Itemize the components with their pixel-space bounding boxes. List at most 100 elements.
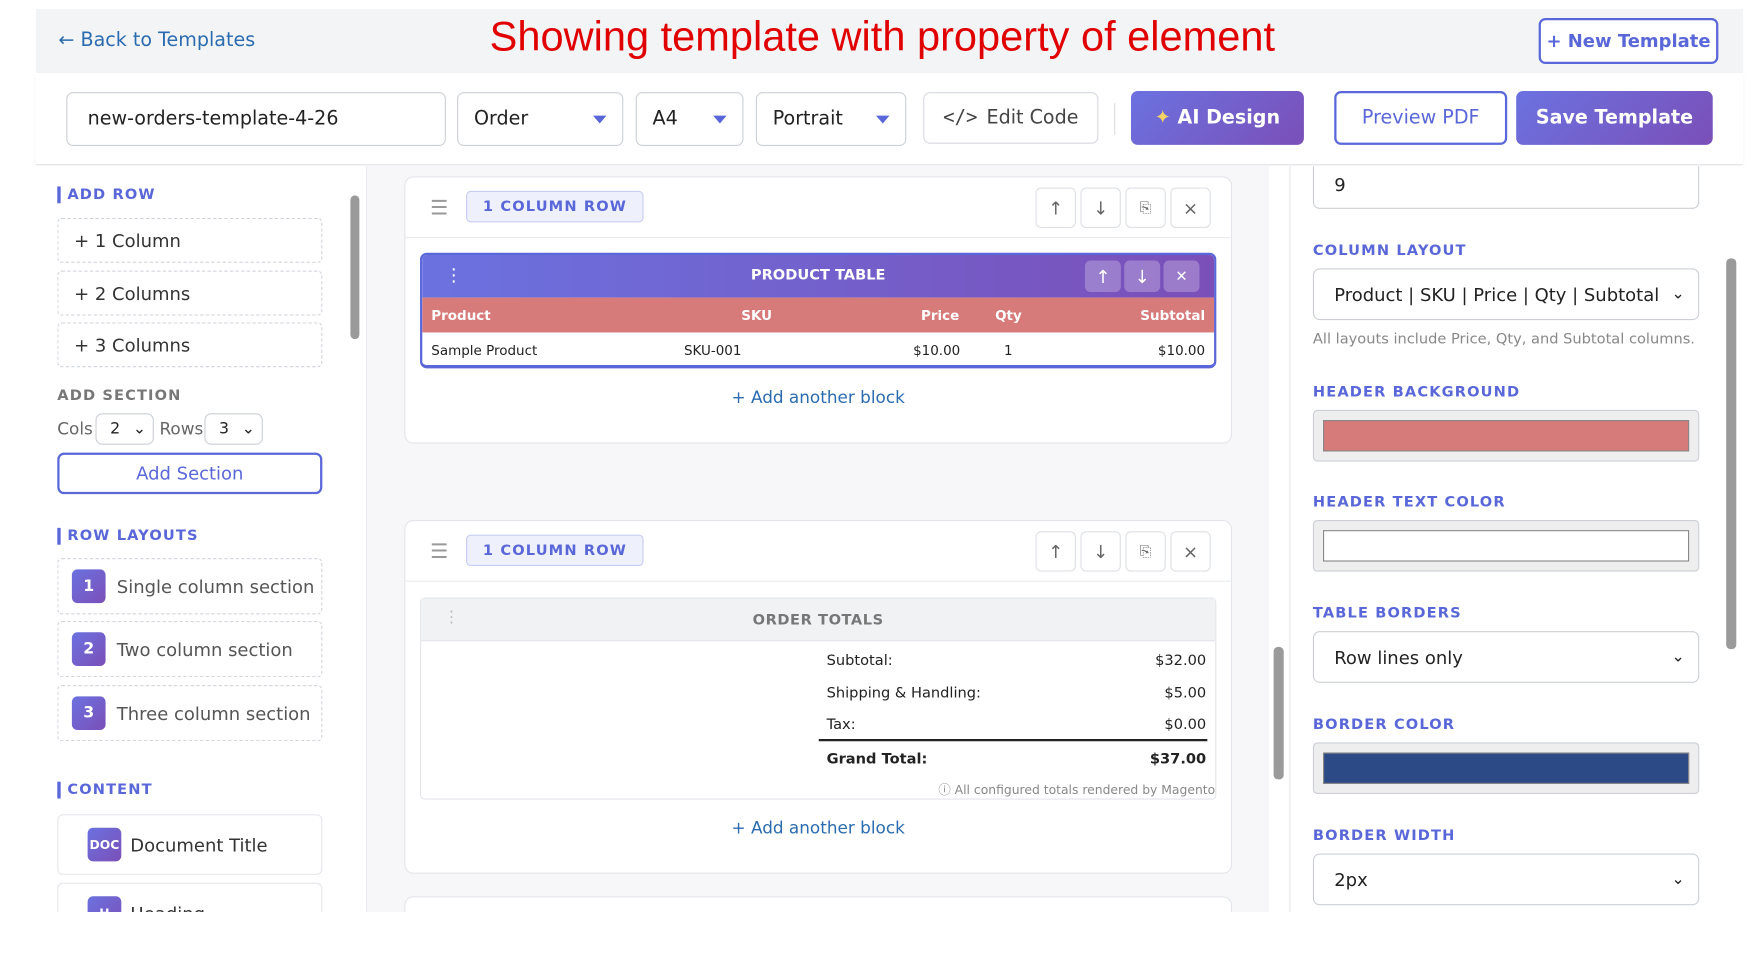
property-label: BORDER COLOR <box>1312 716 1456 734</box>
layout-item[interactable]: 3 Three column section <box>57 685 323 742</box>
header-cell: Subtotal <box>1140 307 1206 324</box>
header-cell: Product <box>431 307 491 324</box>
header <box>35 8 1744 74</box>
save-button[interactable]: Save Template <box>1516 90 1713 145</box>
duplicate[interactable]: ⎘ <box>1125 531 1166 572</box>
totals-note: ⓘ All configured totals rendered by Mage… <box>938 782 1216 798</box>
section-title: ROW LAYOUTS <box>57 527 198 545</box>
layout-item[interactable]: 2 Two column section <box>57 621 323 678</box>
color-picker[interactable] <box>1312 409 1700 462</box>
delete[interactable]: × <box>1170 531 1211 572</box>
section-title: ADD ROW <box>57 186 155 204</box>
color-picker[interactable] <box>1312 742 1700 795</box>
table-borders-select[interactable]: Row lines only ⌄ <box>1312 631 1700 683</box>
content-icon: DOC <box>87 827 122 862</box>
add-row-button[interactable]: + 3 Columns <box>57 322 323 368</box>
edit-code-label: Edit Code <box>986 106 1079 130</box>
sidebar: ADD ROW + 1 Column + 2 Columns + 3 Colum… <box>35 166 368 912</box>
row-card: ☰ 1 COLUMN ROW ↑ ↓ ⎘ × ⋮ ORDER TOTALS Su… <box>404 519 1233 874</box>
select-value: 2px <box>1334 868 1368 891</box>
annotation: Showing template with property of elemen… <box>489 13 1276 60</box>
block-title: PRODUCT TABLE <box>750 267 886 285</box>
move-down[interactable]: ↓ <box>1080 187 1121 228</box>
add-row-button[interactable]: + 2 Columns <box>57 270 323 316</box>
content-item[interactable]: DOC Document Title <box>57 814 323 875</box>
cell: 1 <box>1004 342 1013 359</box>
total-label: Subtotal: <box>826 652 893 670</box>
property-hint: All layouts include Price, Qty, and Subt… <box>1312 331 1695 349</box>
ai-design-button[interactable]: ✦ AI Design <box>1130 90 1304 145</box>
canvas: ☰ 1 COLUMN ROW ↑ ↓ ⎘ × ⋮ PRODUCT TABLE ↑… <box>367 166 1270 912</box>
cols-select[interactable]: 2 ⌄ <box>95 413 154 445</box>
cols-label: Cols <box>57 418 93 440</box>
table-header: Product SKU Price Qty Subtotal <box>422 297 1215 333</box>
properties-panel: 9 COLUMN LAYOUT Product | SKU | Price | … <box>1289 166 1744 912</box>
page-size-select[interactable]: A4 <box>635 92 744 147</box>
layout-number: 2 <box>71 632 106 666</box>
note-text: All configured totals rendered by Magent… <box>954 782 1216 798</box>
orientation-value: Portrait <box>772 107 843 131</box>
product-table-block[interactable]: ⋮ PRODUCT TABLE ↑ ↓ ✕ Product SKU Price … <box>420 252 1217 369</box>
layout-number: 3 <box>71 696 106 731</box>
color-picker[interactable] <box>1312 519 1700 572</box>
property-label: HEADER BACKGROUND <box>1312 384 1521 401</box>
entity-value: Order <box>473 107 529 131</box>
total-value: $5.00 <box>1164 685 1207 702</box>
total-value: $32.00 <box>1155 652 1207 670</box>
template-name-input[interactable]: new-orders-template-4-26 <box>66 92 446 147</box>
property-label: BORDER WIDTH <box>1312 827 1456 845</box>
row-label: 1 COLUMN ROW <box>466 190 644 223</box>
section-title: ADD SECTION <box>57 387 182 405</box>
property-label: COLUMN LAYOUT <box>1312 242 1467 260</box>
grand-total-label: Grand Total: <box>826 751 928 769</box>
add-row-button[interactable]: + 1 Column <box>57 217 323 263</box>
orientation-select[interactable]: Portrait <box>755 92 907 147</box>
new-template-button[interactable]: + New Template <box>1538 17 1719 65</box>
header-cell: SKU <box>741 307 773 324</box>
cell: $10.00 <box>1157 342 1206 359</box>
content-label: Heading <box>130 902 205 912</box>
row-card: ☰ 1 COLUMN ROW ↑ ↓ ⎘ × ⋮ PRODUCT TABLE ↑… <box>404 176 1233 444</box>
column-layout-select[interactable]: Product | SKU | Price | Qty | Subtotal ⌄ <box>1312 268 1700 321</box>
delete[interactable]: × <box>1170 187 1211 228</box>
content-label: Document Title <box>130 833 268 856</box>
duplicate[interactable]: ⎘ <box>1125 187 1166 228</box>
cell: SKU-001 <box>683 342 742 359</box>
row-label: 1 COLUMN ROW <box>466 534 644 567</box>
add-section-button[interactable]: Add Section <box>57 452 323 495</box>
add-block-link[interactable]: + Add another block <box>731 817 905 838</box>
move-down[interactable]: ↓ <box>1080 531 1121 572</box>
layout-label: Single column section <box>116 575 315 597</box>
property-label: HEADER TEXT COLOR <box>1312 494 1506 512</box>
total-label: Shipping & Handling: <box>826 685 981 702</box>
layout-label: Two column section <box>116 638 293 660</box>
property-input[interactable]: 9 <box>1312 166 1700 209</box>
property-label: TABLE BORDERS <box>1312 605 1462 623</box>
block-title: ORDER TOTALS <box>752 612 884 629</box>
back-link[interactable]: ← Back to Templates <box>58 29 256 52</box>
cols-value: 2 <box>110 420 121 439</box>
move-up[interactable]: ↑ <box>1035 187 1076 228</box>
total-value: $0.00 <box>1164 716 1207 734</box>
rows-select[interactable]: 3 ⌄ <box>204 413 263 445</box>
layout-label: Three column section <box>116 702 311 724</box>
cell: Sample Product <box>431 342 538 359</box>
header-cell: Qty <box>995 307 1022 324</box>
ai-design-label: AI Design <box>1177 106 1281 130</box>
total-label: Tax: <box>826 716 856 734</box>
order-totals-block[interactable]: ⋮ ORDER TOTALS Subtotal: $32.00 Shipping… <box>420 597 1217 800</box>
entity-select[interactable]: Order <box>457 92 624 147</box>
content-icon: H <box>87 896 122 912</box>
table-row: Sample Product SKU-001 $10.00 1 $10.00 <box>422 332 1214 365</box>
rows-label: Rows <box>159 418 204 440</box>
add-block-link[interactable]: + Add another block <box>731 387 905 408</box>
preview-button[interactable]: Preview PDF <box>1334 90 1508 145</box>
move-up[interactable]: ↑ <box>1035 531 1076 572</box>
content-item[interactable]: H Heading <box>57 882 323 912</box>
layout-item[interactable]: 1 Single column section <box>57 558 323 615</box>
border-width-select[interactable]: 2px ⌄ <box>1312 853 1700 906</box>
grand-total-value: $37.00 <box>1149 751 1207 769</box>
edit-code-button[interactable]: </> Edit Code <box>923 92 1099 144</box>
layout-number: 1 <box>71 569 106 604</box>
